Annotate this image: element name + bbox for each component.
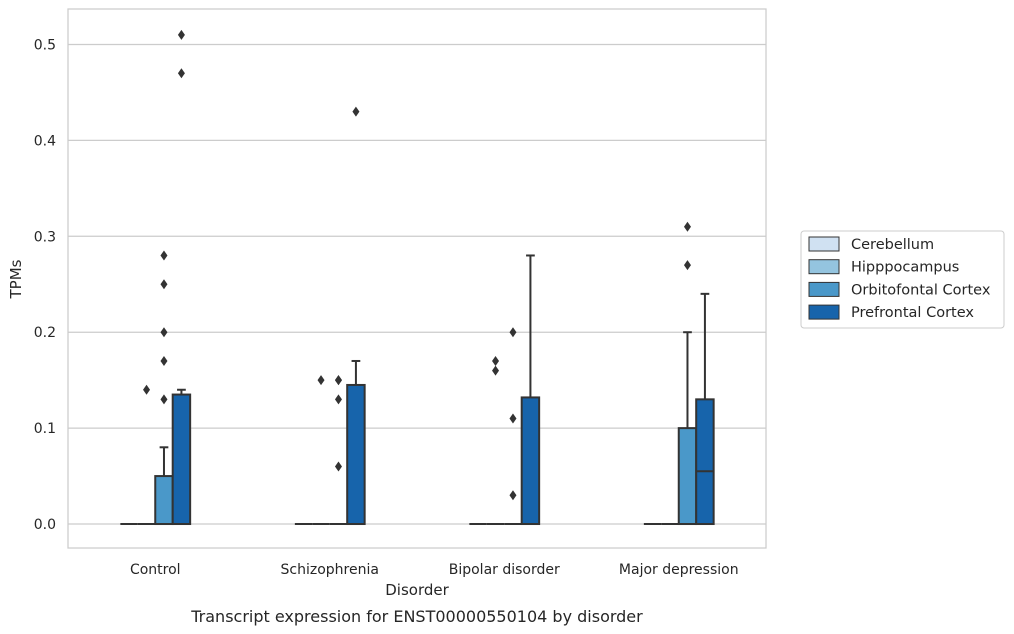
outlier-point [334, 461, 342, 472]
x-tick-label: Major depression [619, 562, 739, 578]
legend-frame [800, 230, 1005, 329]
outlier-point [683, 221, 691, 232]
box-group [695, 292, 715, 526]
box-group [486, 355, 505, 526]
x-tick-labels: Control Schizophrenia Bipolar disorder Majo… [130, 562, 739, 578]
outlier-point [683, 260, 691, 271]
legend-label: Cerebellum [851, 237, 934, 253]
box-group [312, 375, 330, 526]
box-group [520, 254, 541, 526]
box-group [677, 221, 698, 526]
x-tick-label: Bipolar disorder [449, 562, 560, 578]
legend: Cerebellum Hipppocampus Orbitofontal Corte… [800, 230, 1005, 329]
y-tick-label: 0.5 [34, 37, 56, 53]
box [171, 393, 192, 526]
outlier-point [334, 394, 342, 405]
box-group [137, 384, 156, 526]
y-tick-labels: 0.0 0.1 0.2 0.3 0.4 0.5 [34, 37, 56, 533]
box-group [171, 29, 192, 526]
y-tick-label: 0.2 [34, 325, 56, 341]
box-plot-marks [120, 29, 715, 526]
outlier-point [160, 250, 168, 261]
figure-caption: Transcript expression for ENST0000055010… [190, 607, 643, 626]
box [154, 475, 174, 526]
outlier-point [177, 68, 185, 79]
outlier-point [160, 394, 168, 405]
outlier-point [509, 327, 517, 338]
box-group [346, 106, 366, 526]
outlier-point [492, 365, 500, 376]
outlier-point [160, 327, 168, 338]
y-axis-title: TPMs [7, 259, 25, 299]
outlier-point [352, 106, 360, 117]
box-group [329, 375, 348, 526]
legend-label: Orbitofontal Cortex [851, 282, 991, 298]
y-tick-label: 0.0 [34, 517, 56, 533]
box-group [154, 250, 174, 526]
plot-area-frame [67, 8, 767, 549]
legend-swatch [808, 304, 840, 320]
outlier-point [509, 413, 517, 424]
box [520, 396, 541, 526]
legend-swatch [808, 281, 840, 297]
legend-label: Hipppocampus [851, 260, 959, 276]
outlier-point [492, 355, 500, 366]
x-tick-label: Schizophrenia [281, 562, 379, 578]
outlier-point [317, 375, 325, 386]
y-tick-label: 0.4 [34, 133, 56, 149]
outlier-point [177, 29, 185, 40]
outlier-point [160, 355, 168, 366]
legend-label: Prefrontal Cortex [851, 305, 974, 321]
x-axis-title: Disorder [385, 581, 449, 599]
box-group [504, 327, 522, 526]
box [346, 383, 366, 526]
outlier-point [160, 279, 168, 290]
outlier-point [334, 375, 342, 386]
legend-swatch [808, 236, 840, 252]
box [695, 398, 715, 526]
x-tick-label: Control [130, 562, 181, 578]
legend-swatch [808, 259, 840, 275]
outlier-point [509, 490, 517, 501]
outlier-point [143, 384, 151, 395]
legend-items: Cerebellum Hipppocampus Orbitofontal Corte… [808, 236, 991, 321]
box [677, 427, 698, 526]
y-tick-label: 0.3 [34, 229, 56, 245]
y-tick-label: 0.1 [34, 421, 56, 437]
